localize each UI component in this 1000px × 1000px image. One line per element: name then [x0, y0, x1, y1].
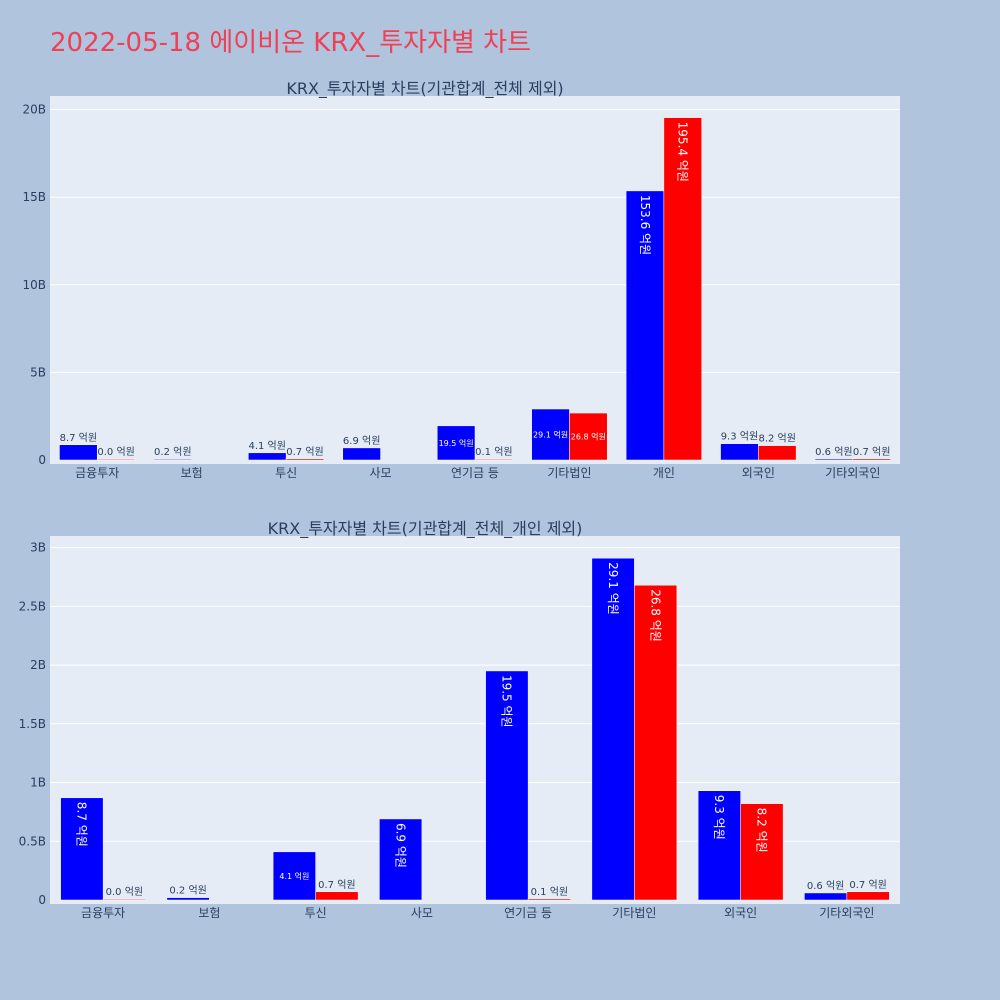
- y-tick-label: 10B: [22, 278, 46, 292]
- bar: [531, 408, 570, 461]
- x-tick-label: 투신: [305, 906, 327, 920]
- data-label: 9.3 억원: [721, 431, 758, 443]
- bar: [663, 117, 702, 461]
- y-tick-label: 15B: [22, 190, 46, 204]
- data-label: 0.7 억원: [318, 879, 355, 891]
- bar: [315, 891, 359, 901]
- x-tick-label: 연기금 등: [451, 466, 499, 480]
- bar: [485, 670, 529, 901]
- y-tick-label: 2B: [30, 658, 46, 672]
- y-tick-label: 3B: [30, 541, 46, 555]
- bar: [102, 898, 146, 901]
- bar: [60, 797, 104, 901]
- data-label: 19.5 억원: [439, 438, 474, 448]
- data-label: 0.0 억원: [97, 446, 134, 458]
- data-label: 26.8 억원: [571, 432, 606, 442]
- bar: [720, 443, 759, 461]
- bar: [697, 790, 741, 901]
- bar: [285, 458, 325, 461]
- bar: [59, 444, 98, 461]
- y-tick-label: 0: [38, 893, 46, 907]
- data-label: 29.1 억원: [533, 430, 568, 440]
- chart-title: KRX_투자자별 차트(기관합계_전체 제외): [286, 79, 563, 99]
- data-label: 26.8 억원: [648, 589, 662, 642]
- bar: [591, 557, 635, 901]
- y-tick-label: 1B: [30, 776, 46, 790]
- bar: [248, 452, 287, 461]
- data-label: 0.6 억원: [807, 880, 844, 892]
- y-tick-label: 2.5B: [19, 599, 46, 613]
- x-tick-label: 기타법인: [547, 466, 591, 480]
- data-label: 8.2 억원: [755, 808, 769, 853]
- data-label: 0.0 억원: [106, 886, 143, 898]
- chart-2: 0 0.5B 1B 1.5B 2B 2.5B 3B KRX_투자자별 차트(기관합계_전체_개…: [19, 519, 900, 920]
- bar: [758, 445, 797, 461]
- data-label: 0.2 억원: [169, 885, 206, 897]
- bar: [634, 584, 678, 901]
- data-label: 8.7 억원: [60, 432, 97, 444]
- data-label: 195.4 억원: [676, 122, 690, 182]
- data-label: 6.9 억원: [343, 435, 380, 447]
- bar: [474, 458, 514, 461]
- bar: [527, 898, 571, 901]
- data-label: 0.2 억원: [154, 446, 191, 458]
- data-label: 0.1 억원: [475, 446, 512, 458]
- data-label: 0.7 억원: [849, 879, 886, 891]
- page-title: 2022-05-18 에이비온 KRX_투자자별 차트: [50, 28, 532, 58]
- chart-title: KRX_투자자별 차트(기관합계_전체_개인 제외): [268, 519, 583, 539]
- y-tick-label: 0.5B: [19, 834, 46, 848]
- data-label: 4.1 억원: [279, 871, 309, 881]
- x-tick-label: 투신: [275, 466, 297, 480]
- bar: [379, 818, 423, 901]
- bar: [569, 412, 608, 461]
- data-label: 0.7 억원: [853, 446, 890, 458]
- bar: [852, 458, 891, 461]
- bar: [342, 447, 381, 461]
- x-tick-label: 사모: [370, 466, 392, 480]
- plot-area: [50, 96, 900, 464]
- data-label: 19.5 억원: [500, 675, 514, 728]
- data-label: 0.1 억원: [531, 886, 568, 898]
- x-tick-label: 외국인: [724, 906, 757, 920]
- y-tick-label: 1.5B: [19, 717, 46, 731]
- bar: [804, 892, 848, 901]
- x-tick-label: 기타외국인: [825, 466, 880, 480]
- chart-1: 0 5B 10B 15B 20B KRX_투자자별 차트(기관합계_전체 제외) 금융투자 8…: [22, 79, 900, 480]
- x-tick-label: 보험: [181, 466, 203, 480]
- data-label: 9.3 억원: [712, 795, 726, 840]
- data-label: 0.7 억원: [286, 446, 323, 458]
- x-tick-label: 사모: [411, 906, 433, 920]
- x-tick-label: 개인: [653, 466, 675, 480]
- x-tick-label: 기타외국인: [819, 906, 874, 920]
- bar: [166, 897, 210, 901]
- bar: [272, 851, 316, 901]
- data-label: 4.1 억원: [248, 440, 285, 452]
- bar: [96, 458, 136, 461]
- bar: [625, 190, 665, 461]
- y-tick-label: 20B: [22, 103, 46, 117]
- data-label: 0.6 억원: [815, 446, 852, 458]
- x-tick-label: 외국인: [742, 466, 775, 480]
- data-label: 29.1 억원: [606, 562, 620, 615]
- bar: [436, 425, 476, 461]
- data-label: 8.2 억원: [758, 433, 795, 445]
- data-label: 6.9 억원: [393, 823, 407, 868]
- x-tick-label: 보험: [198, 906, 220, 920]
- bar: [846, 891, 890, 901]
- x-tick-label: 금융투자: [75, 466, 119, 480]
- bar: [740, 803, 784, 901]
- x-tick-label: 금융투자: [81, 906, 125, 920]
- y-tick-label: 5B: [30, 365, 46, 379]
- data-label: 8.7 억원: [75, 802, 89, 847]
- y-tick-label: 0: [38, 453, 46, 467]
- data-label: 153.6 억원: [638, 195, 652, 255]
- x-tick-label: 연기금 등: [504, 906, 552, 920]
- bar: [814, 458, 854, 461]
- x-tick-label: 기타법인: [612, 906, 656, 920]
- bar: [153, 458, 192, 461]
